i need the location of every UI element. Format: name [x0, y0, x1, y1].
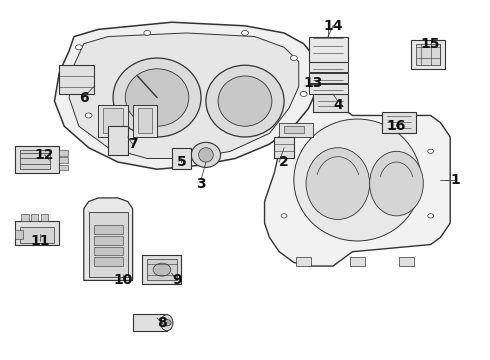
Circle shape: [85, 113, 92, 118]
Polygon shape: [84, 198, 133, 280]
Text: 15: 15: [421, 37, 441, 51]
Ellipse shape: [369, 151, 423, 216]
Ellipse shape: [218, 76, 272, 126]
Ellipse shape: [125, 69, 189, 126]
Bar: [31, 214, 38, 221]
Ellipse shape: [206, 65, 284, 137]
Bar: [15, 146, 59, 173]
Text: 3: 3: [196, 177, 206, 190]
Bar: [94, 225, 123, 234]
Ellipse shape: [191, 142, 220, 167]
Bar: [59, 65, 94, 94]
Bar: [21, 214, 28, 221]
Circle shape: [428, 149, 434, 153]
Bar: [103, 108, 123, 134]
Bar: [399, 257, 414, 266]
Text: 16: 16: [387, 119, 406, 133]
Circle shape: [300, 91, 307, 96]
Bar: [98, 105, 128, 137]
Bar: [147, 259, 176, 280]
Ellipse shape: [306, 148, 369, 220]
Text: 11: 11: [30, 234, 49, 248]
Bar: [59, 165, 68, 170]
Bar: [94, 236, 123, 244]
Bar: [94, 257, 123, 266]
Bar: [20, 149, 49, 169]
Bar: [15, 221, 59, 244]
Bar: [59, 157, 68, 163]
Polygon shape: [54, 22, 318, 169]
Bar: [133, 105, 157, 137]
Ellipse shape: [113, 58, 201, 137]
Bar: [133, 315, 167, 330]
Text: 7: 7: [128, 137, 137, 151]
Bar: [309, 73, 347, 83]
Ellipse shape: [294, 119, 421, 241]
Bar: [15, 230, 23, 239]
Bar: [108, 126, 128, 155]
Text: 4: 4: [333, 98, 343, 112]
Bar: [89, 212, 128, 277]
Circle shape: [162, 319, 171, 326]
Circle shape: [144, 31, 151, 36]
Ellipse shape: [198, 148, 213, 162]
Circle shape: [153, 263, 171, 276]
Bar: [143, 255, 181, 284]
Bar: [284, 126, 304, 134]
Polygon shape: [265, 87, 450, 266]
Bar: [309, 37, 347, 62]
Bar: [20, 226, 54, 243]
Bar: [309, 62, 347, 72]
Circle shape: [281, 214, 287, 218]
Bar: [416, 44, 441, 65]
Polygon shape: [69, 33, 299, 158]
Bar: [314, 94, 347, 112]
Bar: [296, 257, 311, 266]
Text: 10: 10: [113, 273, 132, 287]
Circle shape: [66, 81, 73, 86]
Circle shape: [242, 31, 248, 36]
Text: 12: 12: [35, 148, 54, 162]
Circle shape: [281, 149, 287, 153]
Bar: [172, 148, 191, 169]
Text: 13: 13: [304, 76, 323, 90]
Text: 1: 1: [450, 173, 460, 187]
Ellipse shape: [161, 315, 173, 331]
Bar: [138, 108, 152, 134]
Bar: [350, 257, 365, 266]
Text: 8: 8: [157, 316, 167, 330]
Bar: [411, 40, 445, 69]
Circle shape: [75, 45, 82, 50]
Text: 2: 2: [279, 155, 289, 169]
Bar: [382, 112, 416, 134]
Circle shape: [428, 214, 434, 218]
Bar: [309, 84, 347, 94]
Bar: [41, 214, 48, 221]
Bar: [59, 150, 68, 156]
Circle shape: [291, 55, 297, 60]
Text: 6: 6: [79, 90, 89, 104]
Bar: [274, 137, 294, 158]
Text: 14: 14: [323, 19, 343, 33]
Text: 5: 5: [176, 155, 186, 169]
Text: 9: 9: [172, 273, 181, 287]
Bar: [94, 247, 123, 255]
Bar: [279, 123, 314, 137]
